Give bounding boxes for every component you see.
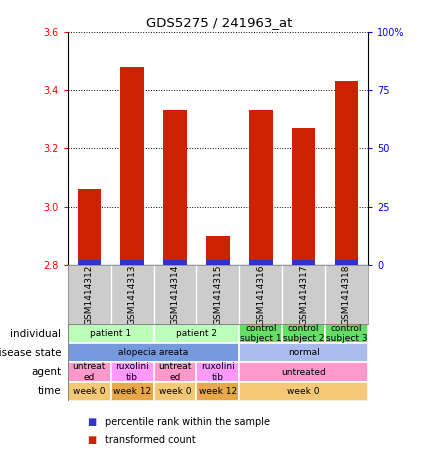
Bar [292,128,315,265]
Bar [120,67,144,265]
Bar [111,362,154,381]
Text: patient 2: patient 2 [176,329,217,338]
Text: GDS5275 / 241963_at: GDS5275 / 241963_at [146,16,292,29]
Bar [78,260,101,265]
Text: GSM1414317: GSM1414317 [299,264,308,325]
Text: untreat
ed: untreat ed [73,362,106,382]
Text: agent: agent [32,367,61,377]
Text: patient 1: patient 1 [90,329,131,338]
Text: control
subject 3: control subject 3 [326,324,367,343]
Bar [154,362,197,381]
Bar [120,260,144,265]
Bar [325,324,368,343]
Text: normal: normal [288,348,319,357]
Text: ruxolini
tib: ruxolini tib [115,362,149,382]
Text: ■: ■ [88,435,97,445]
Bar [68,343,239,362]
Text: ruxolini
tib: ruxolini tib [201,362,235,382]
Text: untreated: untreated [281,367,326,376]
Text: GSM1414312: GSM1414312 [85,264,94,325]
Text: disease state: disease state [0,348,61,358]
Bar [249,260,272,265]
Bar [239,324,282,343]
Bar [282,324,325,343]
Bar [163,260,187,265]
Bar [239,381,368,401]
Text: week 12: week 12 [199,387,237,396]
Text: GSM1414315: GSM1414315 [213,264,223,325]
Text: alopecia areata: alopecia areata [119,348,189,357]
Bar [154,324,239,343]
Text: percentile rank within the sample: percentile rank within the sample [105,417,270,427]
Bar [335,81,358,265]
Bar [335,260,358,265]
Bar [249,111,272,265]
Bar [78,189,101,265]
Text: week 0: week 0 [287,387,320,396]
Text: ■: ■ [88,417,97,427]
Text: week 0: week 0 [73,387,106,396]
Bar [154,381,197,401]
Bar [206,260,230,265]
Text: untreat
ed: untreat ed [159,362,192,382]
Text: time: time [38,386,61,396]
Bar [68,324,154,343]
Text: GSM1414314: GSM1414314 [170,264,180,325]
Text: week 12: week 12 [113,387,151,396]
Bar [68,381,111,401]
Bar [197,362,239,381]
Bar [68,362,111,381]
Text: GSM1414313: GSM1414313 [128,264,137,325]
Text: individual: individual [11,328,61,338]
Bar [197,381,239,401]
Bar [292,260,315,265]
Text: week 0: week 0 [159,387,191,396]
Text: GSM1414316: GSM1414316 [256,264,265,325]
Text: control
subject 1: control subject 1 [240,324,282,343]
Bar [206,236,230,265]
Text: GSM1414318: GSM1414318 [342,264,351,325]
Text: control
subject 2: control subject 2 [283,324,325,343]
Bar [111,381,154,401]
Bar [239,343,368,362]
Bar [239,362,368,381]
Bar [163,111,187,265]
Text: transformed count: transformed count [105,435,196,445]
